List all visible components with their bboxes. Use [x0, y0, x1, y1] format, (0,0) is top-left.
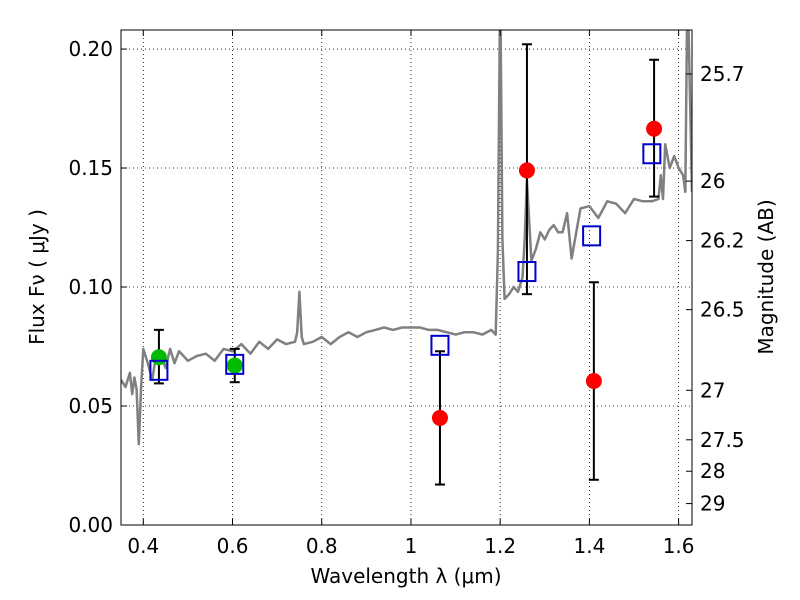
right-y-tick-label: 29: [700, 492, 725, 516]
blue-square-marker: [517, 261, 537, 283]
right-y-tick-label: 28: [700, 459, 725, 483]
blue-square-marker: [149, 359, 169, 381]
right-y-tick-label: 26.5: [700, 298, 745, 322]
y-tick-label: 0.10: [68, 275, 113, 299]
x-tick-label: 0.4: [127, 534, 159, 558]
blue-square-marker: [642, 143, 662, 165]
right-y-tick-label: 26: [700, 169, 725, 193]
blue-square-marker: [225, 353, 245, 375]
red-data-point: [431, 409, 448, 426]
x-axis-title: Wavelength λ (μm): [310, 564, 501, 588]
right-y-tick-label: 27: [700, 378, 725, 402]
x-tick-label: 1.6: [663, 534, 695, 558]
right-y-axis-title: Magnitude (AB): [754, 199, 778, 354]
right-y-tick-label: 27.5: [700, 428, 745, 452]
green-data-point: [150, 349, 167, 366]
right-y-tick-label: 26.2: [700, 229, 745, 253]
x-tick-label: 1: [405, 534, 418, 558]
y-tick-label: 0.20: [68, 37, 113, 61]
red-data-point: [646, 120, 663, 137]
blue-square-marker: [430, 334, 450, 356]
grid-lines: [121, 30, 692, 526]
x-tick-label: 0.8: [306, 534, 338, 558]
blue-square-marker: [582, 225, 602, 247]
y-tick-label: 0.00: [68, 513, 113, 537]
y-tick-label: 0.05: [68, 394, 113, 418]
red-data-point: [518, 162, 535, 179]
y-tick-label: 0.15: [68, 156, 113, 180]
right-y-tick-label: 25.7: [700, 62, 745, 86]
green-data-point: [226, 357, 243, 374]
x-tick-label: 1.4: [573, 534, 605, 558]
x-tick-label: 0.6: [217, 534, 249, 558]
spectrum-line: [121, 30, 692, 446]
plot-frame: [120, 29, 693, 526]
x-tick-label: 1.2: [484, 534, 516, 558]
y-axis-title: Flux Fν ( μJy ): [25, 209, 49, 345]
red-data-point: [585, 373, 602, 390]
plot-background: [121, 30, 692, 525]
